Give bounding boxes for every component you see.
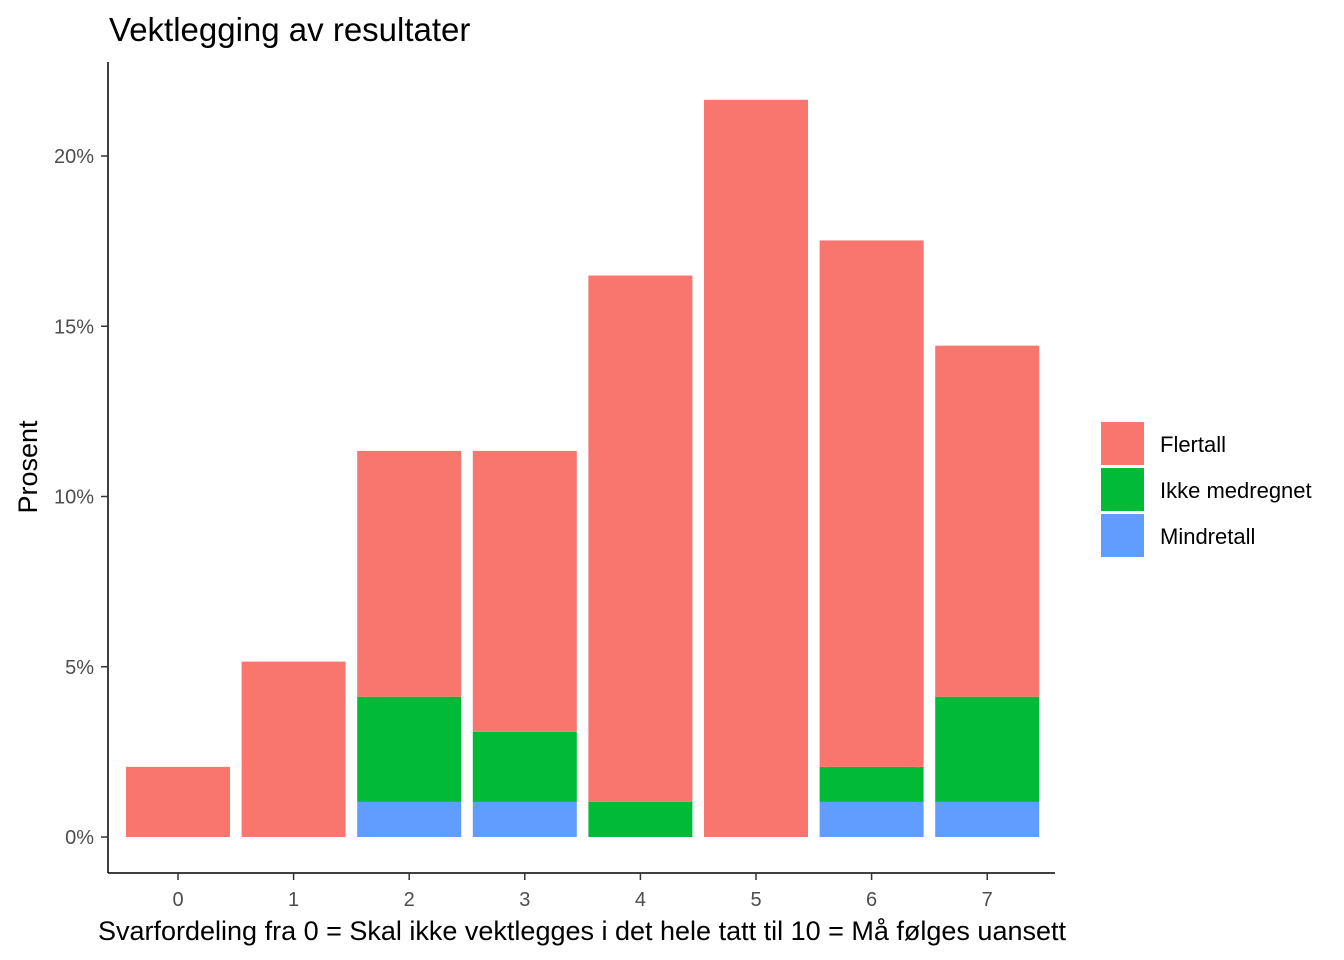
bar-4-flertall	[588, 275, 693, 802]
bar-3-mindretall	[472, 801, 577, 837]
bar-7-flertall	[935, 345, 1040, 697]
bar-4-ikke-medregnet	[588, 801, 693, 837]
y-tick-label: 15%	[54, 316, 94, 338]
chart-title: Vektlegging av resultater	[109, 11, 470, 48]
bar-2-ikke-medregnet	[357, 696, 462, 802]
bars-group	[126, 99, 1040, 837]
bar-3-ikke-medregnet	[472, 731, 577, 802]
legend-label: Mindretall	[1160, 524, 1255, 549]
x-tick-label: 7	[982, 889, 993, 911]
x-tick-label: 1	[288, 889, 299, 911]
bar-7-ikke-medregnet	[935, 696, 1040, 802]
x-tick-label: 0	[172, 889, 183, 911]
bar-6-ikke-medregnet	[819, 766, 924, 802]
x-axis: 0 1 2 3 4 5 6 7	[108, 872, 1055, 911]
x-tick-label: 5	[750, 889, 761, 911]
y-axis: 0% 5% 10% 15% 20%	[54, 62, 109, 873]
x-tick-label: 3	[519, 889, 530, 911]
bar-7-mindretall	[935, 801, 1040, 837]
y-tick-label: 20%	[54, 146, 94, 168]
x-tick-label: 4	[635, 889, 646, 911]
legend-label: Flertall	[1160, 432, 1226, 457]
y-axis-title: Prosent	[13, 420, 43, 514]
legend: Flertall Ikke medregnet Mindretall	[1101, 422, 1312, 557]
legend-label: Ikke medregnet	[1160, 478, 1312, 503]
bar-3-flertall	[472, 450, 577, 732]
y-tick-label: 0%	[65, 827, 94, 849]
bar-2-mindretall	[357, 801, 462, 837]
legend-key-mindretall	[1101, 514, 1144, 557]
bar-5-flertall	[704, 99, 808, 837]
x-axis-title: Svarfordeling fra 0 = Skal ikke vektlegg…	[98, 916, 1067, 946]
y-tick-label: 10%	[54, 487, 94, 509]
bar-1-flertall	[241, 661, 346, 837]
bar-0-flertall	[126, 766, 230, 837]
bar-6-mindretall	[819, 801, 924, 837]
x-tick-label: 2	[404, 889, 415, 911]
bar-2-flertall	[357, 450, 462, 697]
bar-6-flertall	[819, 240, 924, 767]
x-tick-label: 6	[866, 889, 877, 911]
y-tick-label: 5%	[65, 657, 94, 679]
legend-key-flertall	[1101, 422, 1144, 465]
legend-key-ikke-medregnet	[1101, 468, 1144, 511]
